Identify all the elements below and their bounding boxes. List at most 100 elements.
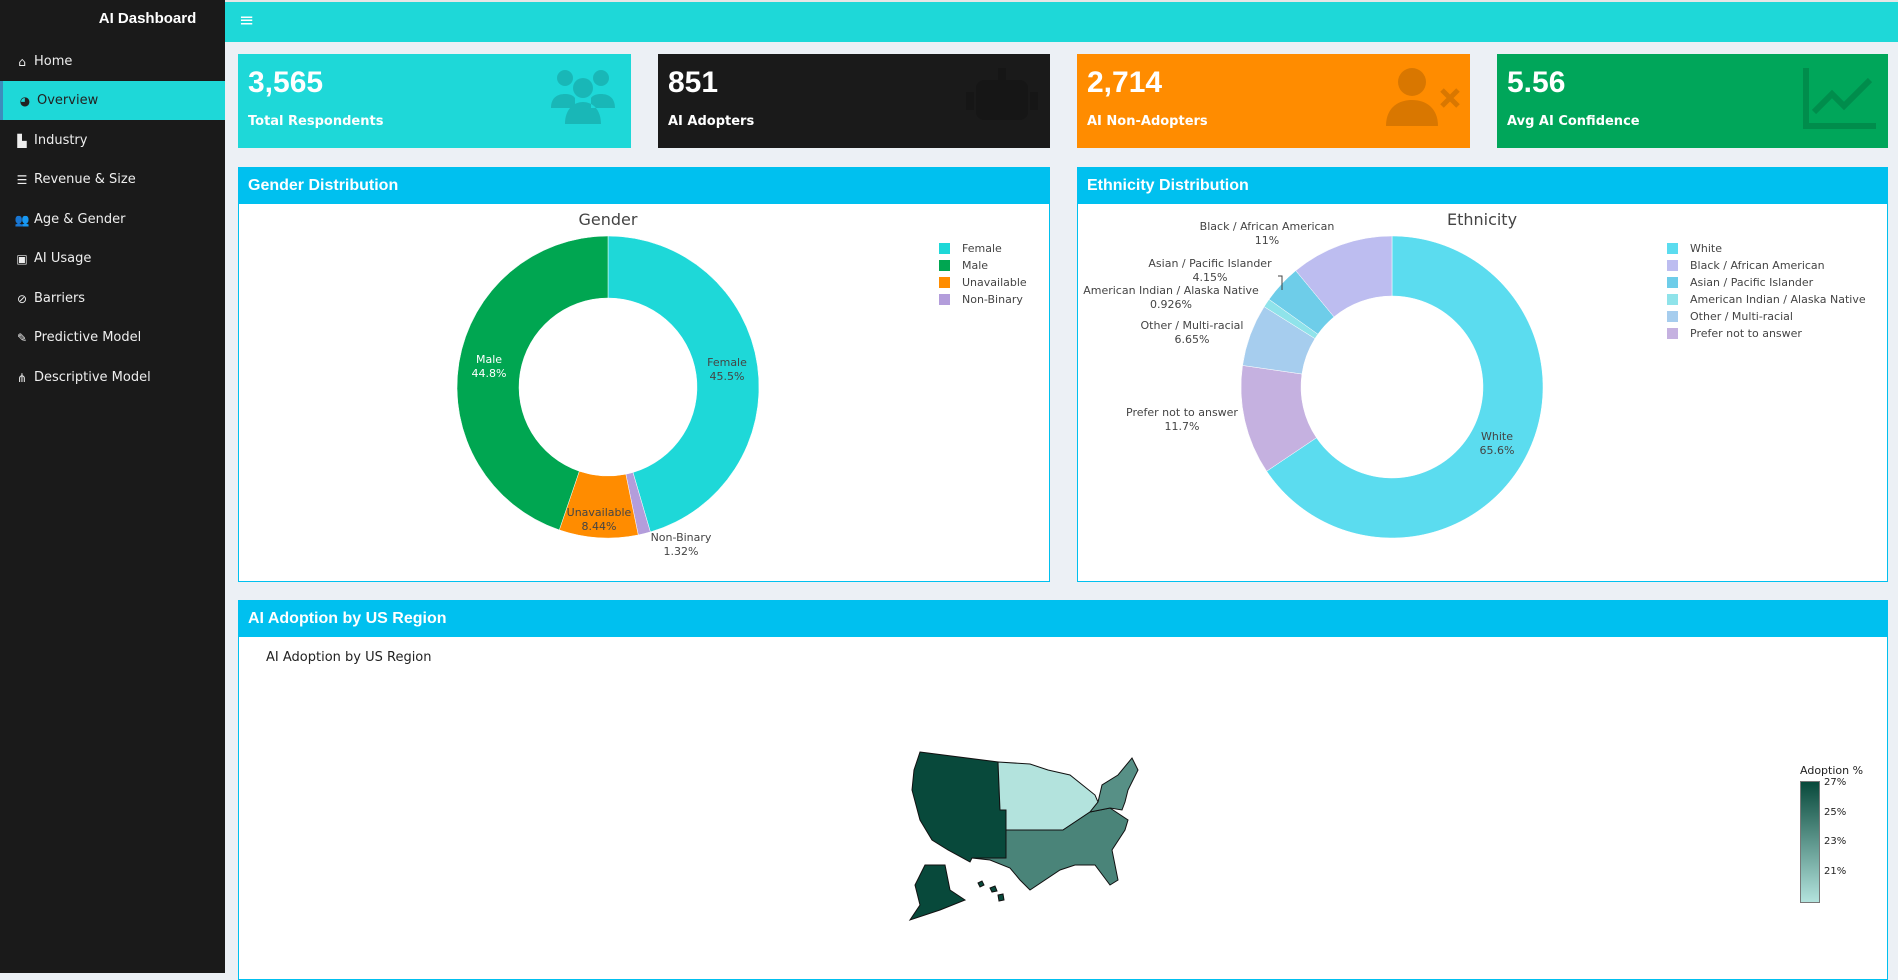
ban-icon: ⊘ [16,291,28,306]
gender-slice-male[interactable] [456,235,609,531]
legend-label: Non-Binary [962,293,1023,306]
legend-item[interactable]: Unavailable [939,274,1027,291]
users-icon: 👥 [14,212,30,227]
legend-item[interactable]: Black / African American [1667,257,1866,274]
stat-value: 2,714 [1087,66,1163,99]
legend-label: Prefer not to answer [1690,327,1802,340]
sidebar-item-overview[interactable]: ◕ Overview [0,81,225,120]
bar-chart-icon: ☰ [16,172,28,187]
gender-slice-label: Female 45.5% [707,356,747,384]
legend-item[interactable]: Male [939,257,1027,274]
colorbar [1800,781,1820,903]
slice-label-percent: 11% [1254,234,1280,247]
sidebar-item-home[interactable]: ⌂ Home [0,42,225,81]
sidebar-item-revenue-size[interactable]: ☰ Revenue & Size [0,160,225,199]
legend-swatch [1667,243,1678,254]
slice-label-name: Black / African American [1199,220,1335,233]
slice-label-name: White [1480,430,1513,443]
sidebar-item-label: Descriptive Model [34,370,151,385]
legend-swatch [1667,311,1678,322]
slice-label-percent: 45.5% [709,370,745,383]
hamburger-menu-icon[interactable]: ≡ [239,10,255,31]
map-region-west[interactable] [989,885,998,893]
slice-label-name: Prefer not to answer [1126,406,1238,419]
legend-label: Other / Multi-racial [1690,310,1793,323]
legend-swatch [939,294,950,305]
slice-label-percent: 0.926% [1150,298,1192,311]
legend-swatch [939,277,950,288]
slice-label-name: Female [707,356,747,369]
legend-label: White [1690,242,1722,255]
legend-item[interactable]: White [1667,240,1866,257]
legend-item[interactable]: Asian / Pacific Islander [1667,274,1866,291]
map-region-west[interactable] [911,751,1007,863]
stat-box-avg-ai-confidence: 5.56 Avg AI Confidence [1497,54,1888,148]
ethnicity-slice-white[interactable] [1266,235,1544,539]
slice-label-percent: 6.65% [1174,333,1210,346]
colorbar-tick: 21% [1824,866,1847,877]
gender-panel-title: Gender Distribution [239,168,1049,204]
map-region-west[interactable] [997,893,1005,902]
region-panel-title: AI Adoption by US Region [239,601,1887,637]
gender-slice-label: Male 44.8% [472,353,507,381]
sidebar-item-label: Industry [34,133,88,148]
sitemap-icon: ⋔ [16,370,28,385]
leader-line [1278,275,1283,290]
sidebar-item-barriers[interactable]: ⊘ Barriers [0,279,225,318]
stat-value: 851 [668,66,719,99]
legend-item[interactable]: Female [939,240,1027,257]
pencil-icon: ✎ [16,330,28,345]
stat-label: Avg AI Confidence [1507,114,1640,129]
line-chart-icon [1803,68,1876,129]
ethnicity-slice-label: Asian / Pacific Islander 4.15% [1148,257,1271,285]
legend-label: Female [962,242,1002,255]
map-region-west[interactable] [977,880,985,888]
legend-label: Black / African American [1690,259,1825,272]
slice-label-percent: 1.32% [663,545,699,558]
stat-label: AI Adopters [668,114,755,129]
legend-label: Unavailable [962,276,1027,289]
ethnicity-slice-label: Prefer not to answer 11.7% [1126,406,1238,434]
map-region-west[interactable] [908,864,967,921]
slice-label-name: Male [475,353,503,366]
legend-swatch [1667,294,1678,305]
colorbar-title: Adoption % [1800,764,1864,777]
sidebar-item-label: Home [34,54,73,69]
legend-item[interactable]: Other / Multi-racial [1667,308,1866,325]
sidebar-item-label: AI Usage [34,251,92,266]
ethnicity-slice-black-african-american[interactable] [1295,235,1393,318]
legend-label: Asian / Pacific Islander [1690,276,1814,289]
colorbar-tick: 23% [1824,836,1847,847]
users-icon [551,70,615,124]
ethnicity-legend: White Black / African American Asian / Pac… [1667,240,1866,342]
gender-legend: Female Male Unavailable Non-Binary [939,240,1027,308]
ethnicity-slice-label: Black / African American 11% [1200,220,1335,248]
sidebar-item-label: Barriers [34,291,86,306]
stat-box-ai-adopters: 851 AI Adopters [658,54,1050,148]
slice-label-percent: 8.44% [581,520,617,533]
legend-swatch [1667,328,1678,339]
legend-item[interactable]: Prefer not to answer [1667,325,1866,342]
sidebar-item-ai-usage[interactable]: ▣ AI Usage [0,239,225,278]
slice-label-name: Other / Multi-racial [1140,319,1244,332]
ethnicity-slice-label: White 65.6% [1480,430,1515,458]
slice-label-percent: 44.8% [471,367,507,380]
stat-box-total-respondents: 3,565 Total Respondents [238,54,631,148]
legend-label: American Indian / Alaska Native [1690,293,1866,306]
sidebar-item-descriptive-model[interactable]: ⋔ Descriptive Model [0,358,225,397]
us-map [908,751,1139,921]
legend-item[interactable]: Non-Binary [939,291,1027,308]
sidebar-item-predictive-model[interactable]: ✎ Predictive Model [0,318,225,357]
sidebar-item-label: Overview [37,93,99,108]
stat-label: AI Non-Adopters [1087,114,1208,129]
ethnicity-slice-label: Other / Multi-racial 6.65% [1141,319,1244,347]
legend-label: Male [962,259,989,272]
sidebar-item-industry[interactable]: ▙ Industry [0,121,225,160]
sidebar-item-age-gender[interactable]: 👥 Age & Gender [0,200,225,239]
legend-item[interactable]: American Indian / Alaska Native [1667,291,1866,308]
ethnicity-chart-title: Ethnicity [1446,210,1518,229]
map-region-northeast[interactable] [1088,757,1139,813]
legend-swatch [939,243,950,254]
stat-box-ai-non-adopters: 2,714 AI Non-Adopters [1077,54,1470,148]
home-icon: ⌂ [18,54,26,69]
